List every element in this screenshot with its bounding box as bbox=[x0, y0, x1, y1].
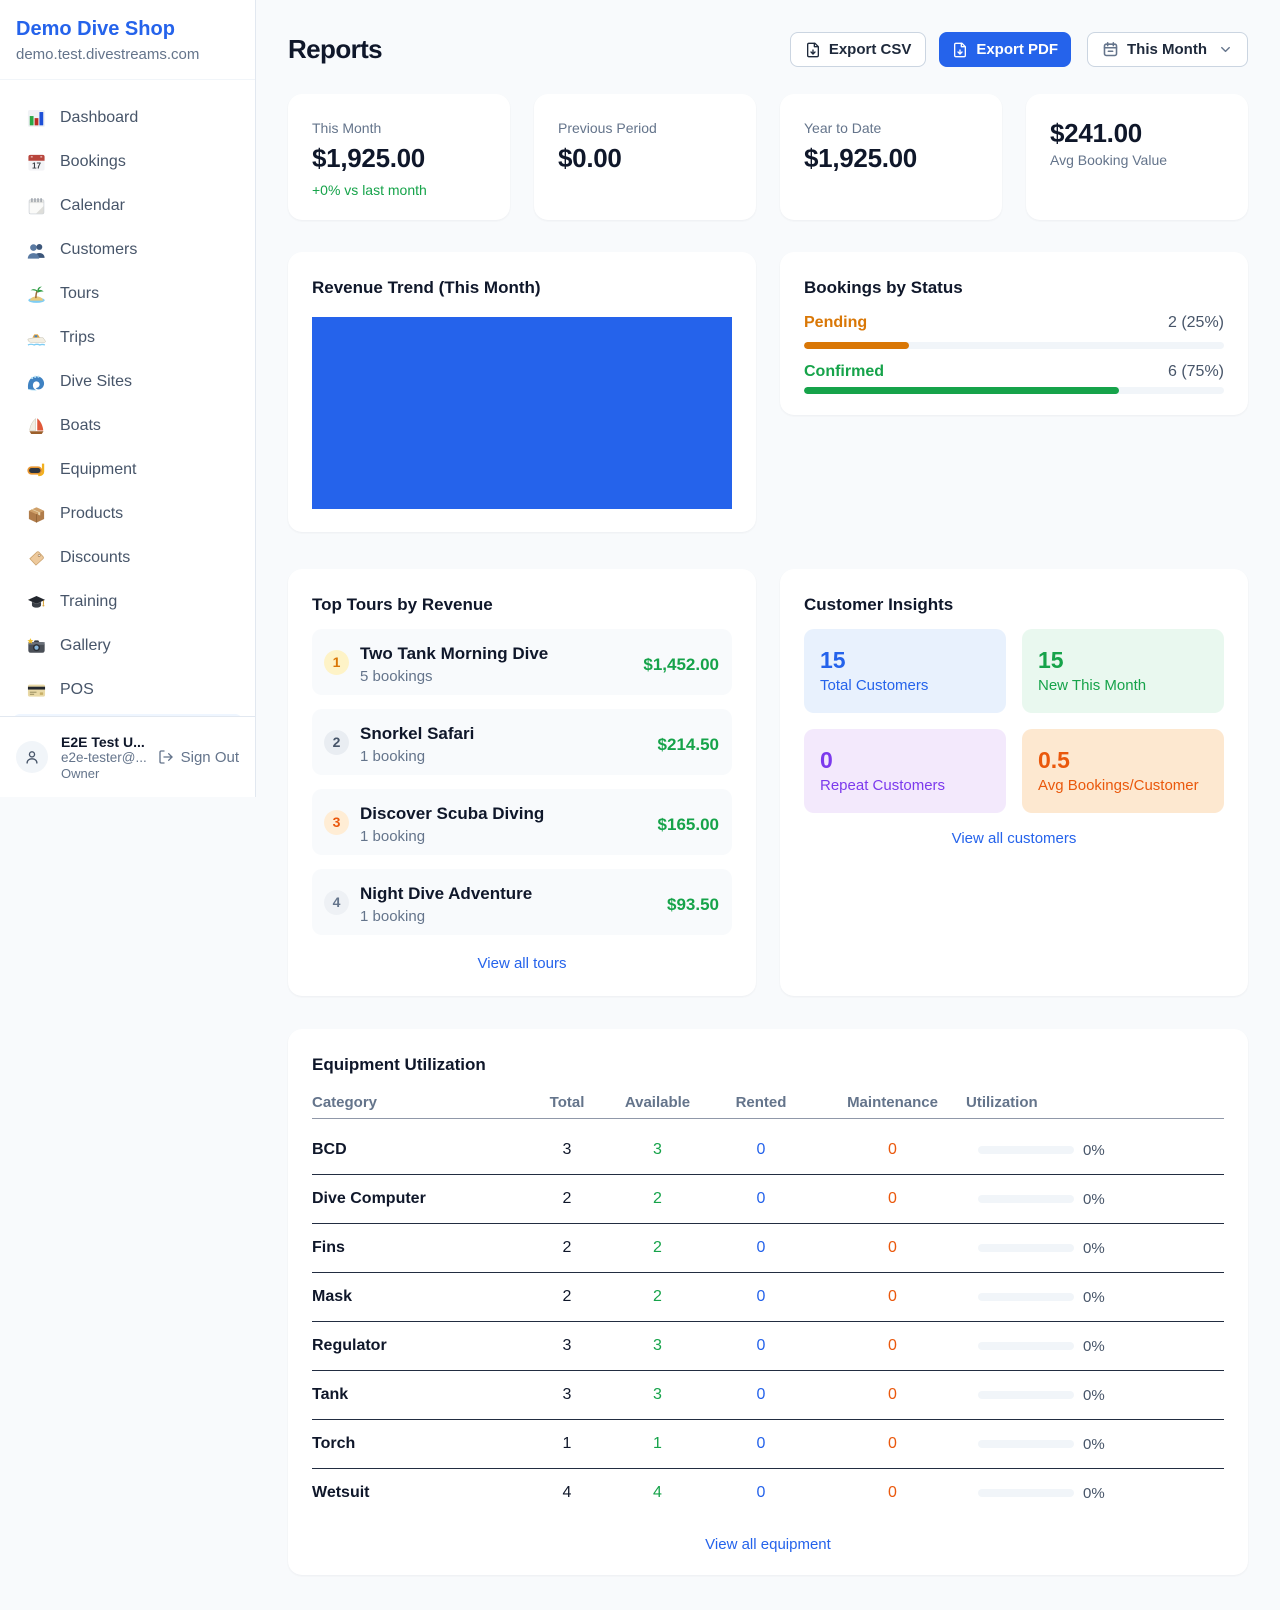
svg-text:17: 17 bbox=[32, 161, 42, 170]
